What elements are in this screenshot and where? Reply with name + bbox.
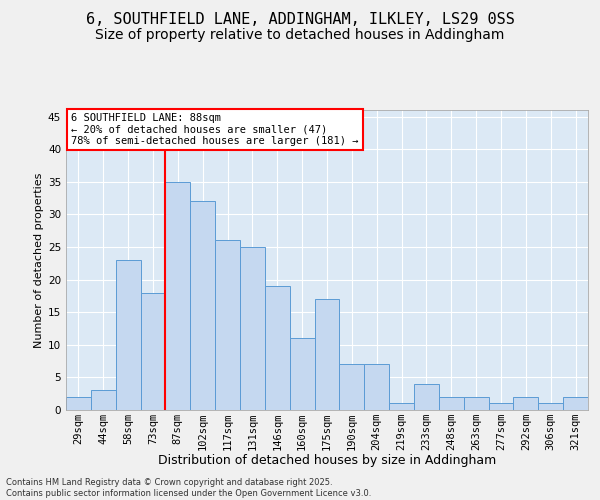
Bar [290,338,314,410]
Bar [364,364,389,410]
Text: Size of property relative to detached houses in Addingham: Size of property relative to detached ho… [95,28,505,42]
Y-axis label: Number of detached properties: Number of detached properties [34,172,44,348]
Bar [340,364,364,410]
Bar [414,384,439,410]
Bar [314,299,340,410]
X-axis label: Distribution of detached houses by size in Addingham: Distribution of detached houses by size … [158,454,496,468]
Bar [190,202,215,410]
Bar [215,240,240,410]
Bar [464,397,488,410]
Bar [514,397,538,410]
Bar [439,397,464,410]
Bar [166,182,190,410]
Bar [140,292,166,410]
Text: 6, SOUTHFIELD LANE, ADDINGHAM, ILKLEY, LS29 0SS: 6, SOUTHFIELD LANE, ADDINGHAM, ILKLEY, L… [86,12,514,28]
Bar [389,404,414,410]
Bar [66,397,91,410]
Bar [116,260,140,410]
Text: Contains HM Land Registry data © Crown copyright and database right 2025.
Contai: Contains HM Land Registry data © Crown c… [6,478,371,498]
Bar [488,404,514,410]
Bar [265,286,290,410]
Bar [240,247,265,410]
Bar [563,397,588,410]
Bar [91,390,116,410]
Text: 6 SOUTHFIELD LANE: 88sqm
← 20% of detached houses are smaller (47)
78% of semi-d: 6 SOUTHFIELD LANE: 88sqm ← 20% of detach… [71,113,359,146]
Bar [538,404,563,410]
